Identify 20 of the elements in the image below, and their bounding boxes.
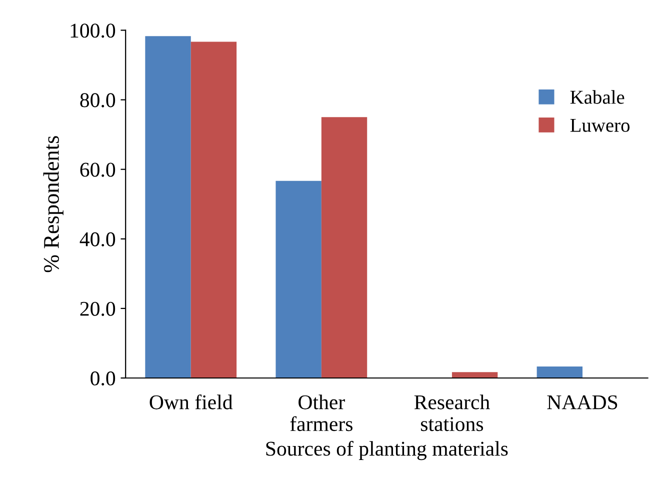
x-tick-label: Research stations <box>414 394 490 432</box>
y-tick-label: 40.0 <box>80 232 116 246</box>
legend-label: Kabale <box>570 90 624 104</box>
bar <box>452 372 498 378</box>
x-tick-label: NAADS <box>547 395 618 410</box>
bar <box>190 42 237 378</box>
y-tick-label: 100.0 <box>70 24 116 38</box>
bar <box>276 180 322 378</box>
y-tick-label: 0.0 <box>90 371 116 386</box>
bar <box>321 117 368 378</box>
legend-label: Luwero <box>570 118 630 132</box>
x-tick-label: Other farmers <box>290 394 352 432</box>
x-axis-title: Sources of planting materials <box>266 440 508 460</box>
y-tick-label: 20.0 <box>80 302 116 316</box>
y-tick-label: 80.0 <box>80 93 116 108</box>
bar <box>536 366 583 378</box>
bar <box>145 36 191 378</box>
y-tick-label: 60.0 <box>80 162 116 177</box>
x-tick-label: Own field <box>150 394 233 410</box>
y-axis-title: % Respondents <box>43 136 64 272</box>
